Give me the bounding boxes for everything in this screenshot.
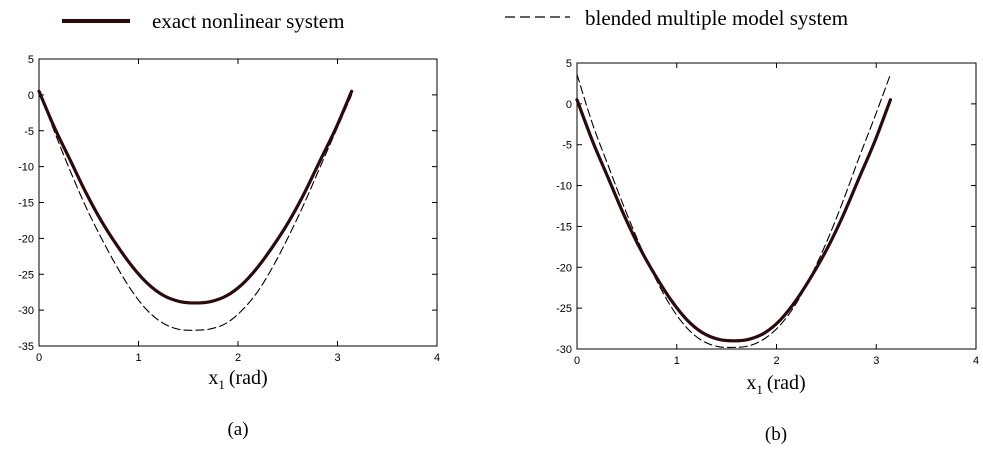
series-group-a [37,89,354,331]
x-tick-label-b: 3 [873,355,879,367]
y-tick-label-b: -30 [556,344,572,356]
series-line-exact-b [575,98,893,343]
series-line-blended-b [576,73,891,349]
series-group-b [575,73,893,349]
y-tick-label-a: -15 [18,198,34,210]
plot-frame-b [576,62,977,350]
x-tick-label-b: 0 [574,355,580,367]
y-tick-label-a: -35 [18,341,34,353]
legend: exact nonlinear system blended multiple … [62,6,848,33]
y-tick-label-a: 5 [28,54,34,66]
plot-frame-a [38,58,438,347]
y-tick-label-b: -15 [556,221,572,233]
x-tick-label-a: 0 [36,352,42,364]
y-tick-label-b: -20 [556,262,572,274]
y-tick-label-a: 0 [28,90,34,102]
x-tick-label-b: 2 [773,355,779,367]
y-axis-b: 5 0 -5 -10 -15 -20 -25 -30 [556,58,976,356]
x-tick-label-a: 1 [135,352,141,364]
y-tick-label-b: -25 [556,303,572,315]
x-tick-label-a: 3 [334,352,340,364]
x-tick-label-a: 2 [235,352,241,364]
x-axis-label-b: x1 (rad) [746,372,805,397]
y-tick-label-b: -5 [562,140,572,152]
x-tick-label-a: 4 [434,352,440,364]
y-tick-label-a: -20 [18,233,34,245]
y-tick-label-a: -30 [18,305,34,317]
x-tick-label-b: 1 [674,355,680,367]
series-line-exact-a [37,89,354,305]
y-tick-label-b: 0 [566,99,572,111]
y-tick-label-b: 5 [566,58,572,70]
x-axis-b: 0 1 2 3 4 [574,63,979,367]
legend-label-exact: exact nonlinear system [152,9,344,33]
legend-label-blended: blended multiple model system [585,6,848,30]
chart-panel-b: 5 0 -5 -10 -15 -20 -25 -30 0 1 2 3 4 x1 (rad) (b) [556,58,979,445]
y-tick-label-b: -10 [556,181,572,193]
caption-b: (b) [765,424,787,445]
y-tick-label-a: -5 [24,126,34,138]
chart-panel-a: 5 0 -5 -10 -15 -20 -25 -30 -35 0 1 2 3 4 x1 (rad) (a) [18,54,440,440]
series-line-blended-a [38,90,353,331]
x-axis-a: 0 1 2 3 4 [36,59,440,364]
x-axis-label-a: x1 (rad) [208,367,267,392]
y-tick-label-a: -10 [18,162,34,174]
caption-a: (a) [227,419,248,440]
y-tick-label-a: -25 [18,269,34,281]
y-axis-a: 5 0 -5 -10 -15 -20 -25 -30 -35 [18,54,437,353]
x-tick-label-b: 4 [973,355,979,367]
